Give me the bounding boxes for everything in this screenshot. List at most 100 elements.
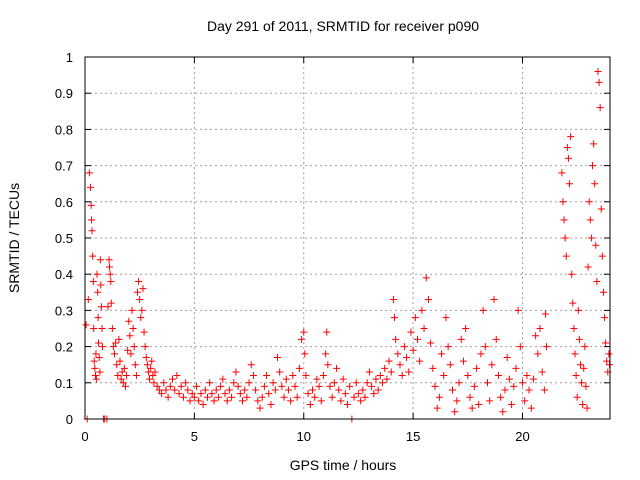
data-point <box>306 401 314 409</box>
data-point <box>228 393 236 401</box>
data-point <box>560 216 568 224</box>
data-point <box>516 343 524 351</box>
data-point <box>333 364 341 372</box>
data-point <box>90 357 98 365</box>
data-point <box>503 353 511 361</box>
data-point <box>564 154 572 162</box>
data-point <box>206 379 214 387</box>
data-point <box>263 372 271 380</box>
y-tick-label: 0.4 <box>55 267 73 282</box>
data-point <box>142 353 150 361</box>
axis-ticks <box>84 56 610 420</box>
data-point <box>166 382 174 390</box>
data-point <box>127 350 135 358</box>
data-point <box>230 379 238 387</box>
data-point <box>258 393 266 401</box>
data-point <box>175 390 183 398</box>
data-point <box>396 361 404 369</box>
data-point <box>88 227 96 235</box>
data-point <box>536 325 544 332</box>
data-point <box>117 375 125 383</box>
data-point <box>197 390 205 398</box>
data-point <box>214 393 222 401</box>
data-point <box>210 397 218 405</box>
data-point <box>247 361 255 369</box>
data-point <box>204 393 211 401</box>
data-point <box>449 386 456 394</box>
data-point <box>141 343 149 351</box>
data-point <box>464 372 472 380</box>
data-point <box>287 397 295 405</box>
data-point <box>596 104 604 112</box>
data-point <box>326 382 334 390</box>
x-tick-labels: 0 5 10 15 20 <box>81 429 529 444</box>
data-point <box>208 390 216 398</box>
data-point <box>470 382 478 390</box>
data-point <box>324 361 332 369</box>
data-point <box>479 306 487 314</box>
data-point <box>149 372 157 380</box>
data-point <box>337 397 345 405</box>
data-point <box>405 368 413 376</box>
data-point <box>195 397 203 405</box>
data-point <box>147 364 155 372</box>
data-point <box>89 252 97 260</box>
data-point <box>561 234 569 242</box>
data-point <box>265 390 273 398</box>
data-point <box>602 339 610 347</box>
data-point <box>363 379 371 387</box>
data-point <box>512 364 520 372</box>
data-point <box>558 169 566 177</box>
x-tick-label: 15 <box>406 429 420 444</box>
data-point <box>109 343 117 351</box>
data-point <box>523 372 531 380</box>
data-point <box>120 364 128 372</box>
data-point <box>274 353 281 361</box>
data-point <box>217 382 225 390</box>
data-point <box>221 390 229 398</box>
data-point <box>131 361 139 369</box>
data-point <box>339 375 347 383</box>
data-point <box>278 382 286 390</box>
data-point <box>245 379 253 387</box>
data-point <box>494 372 502 380</box>
data-point <box>578 379 586 387</box>
data-point <box>398 372 406 380</box>
data-point <box>585 198 593 206</box>
data-point <box>104 303 112 311</box>
data-point <box>186 397 194 405</box>
data-point <box>193 382 201 390</box>
data-point <box>414 335 421 343</box>
data-point <box>529 375 537 383</box>
data-point <box>291 382 299 390</box>
data-point <box>385 357 393 365</box>
data-point <box>574 306 582 314</box>
data-point <box>570 325 578 332</box>
y-tick-label: 0.7 <box>55 159 73 174</box>
data-point <box>111 350 119 358</box>
data-point <box>295 364 303 372</box>
data-point <box>391 314 399 322</box>
data-point <box>575 335 583 343</box>
data-point <box>225 386 233 394</box>
data-point <box>323 328 331 336</box>
data-point <box>107 277 115 285</box>
data-point <box>95 339 103 347</box>
data-point <box>586 216 594 224</box>
data-point <box>440 372 448 380</box>
data-point <box>344 401 351 409</box>
data-point <box>354 390 362 398</box>
data-point <box>284 386 292 394</box>
data-point <box>605 350 613 358</box>
data-point <box>589 162 596 170</box>
data-point <box>359 386 367 394</box>
data-point <box>581 343 589 351</box>
data-point <box>583 404 591 412</box>
data-point <box>569 299 577 307</box>
data-point <box>243 393 251 401</box>
data-point <box>466 393 474 401</box>
data-point <box>313 375 321 383</box>
data-point <box>82 321 90 329</box>
data-point <box>212 386 220 394</box>
data-point <box>462 325 470 332</box>
